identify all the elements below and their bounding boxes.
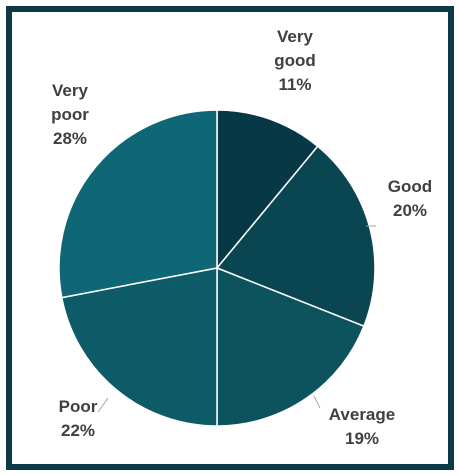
pie-slice-very-poor <box>58 109 218 299</box>
slice-name-label: Average <box>329 405 395 424</box>
slice-percent-label: 28% <box>53 129 87 148</box>
pie-slice-very-good <box>216 109 319 271</box>
pie-slices <box>58 109 376 427</box>
slice-percent-label: 20% <box>393 201 427 220</box>
pie-slice-poor <box>60 267 218 427</box>
pie-slice-good <box>215 145 376 328</box>
slice-percent-label: 22% <box>61 421 95 440</box>
slice-label-very-poor: Very poor 28% <box>51 81 89 148</box>
slice-name-label: good <box>274 51 316 70</box>
slice-label-average: Average 19% <box>329 405 395 448</box>
slice-name-label: Poor <box>59 397 98 416</box>
slice-name-label: Very <box>52 81 88 100</box>
slice-name-label: poor <box>51 105 89 124</box>
slice-label-good: Good 20% <box>388 177 432 220</box>
slice-label-poor: Poor 22% <box>59 397 98 440</box>
leader-lines <box>97 225 376 413</box>
slice-name-label: Very <box>277 27 313 46</box>
slice-label-very-good: Very good 11% <box>274 27 316 94</box>
slice-labels: Very good 11% Good 20% Average 19% Poor 22% Very p… <box>51 27 432 448</box>
pie-slice-average <box>216 266 365 427</box>
slice-name-label: Good <box>388 177 432 196</box>
slice-percent-label: 11% <box>278 75 311 94</box>
leader-line <box>97 397 109 413</box>
slice-percent-label: 19% <box>345 429 379 448</box>
leader-line <box>313 395 321 409</box>
